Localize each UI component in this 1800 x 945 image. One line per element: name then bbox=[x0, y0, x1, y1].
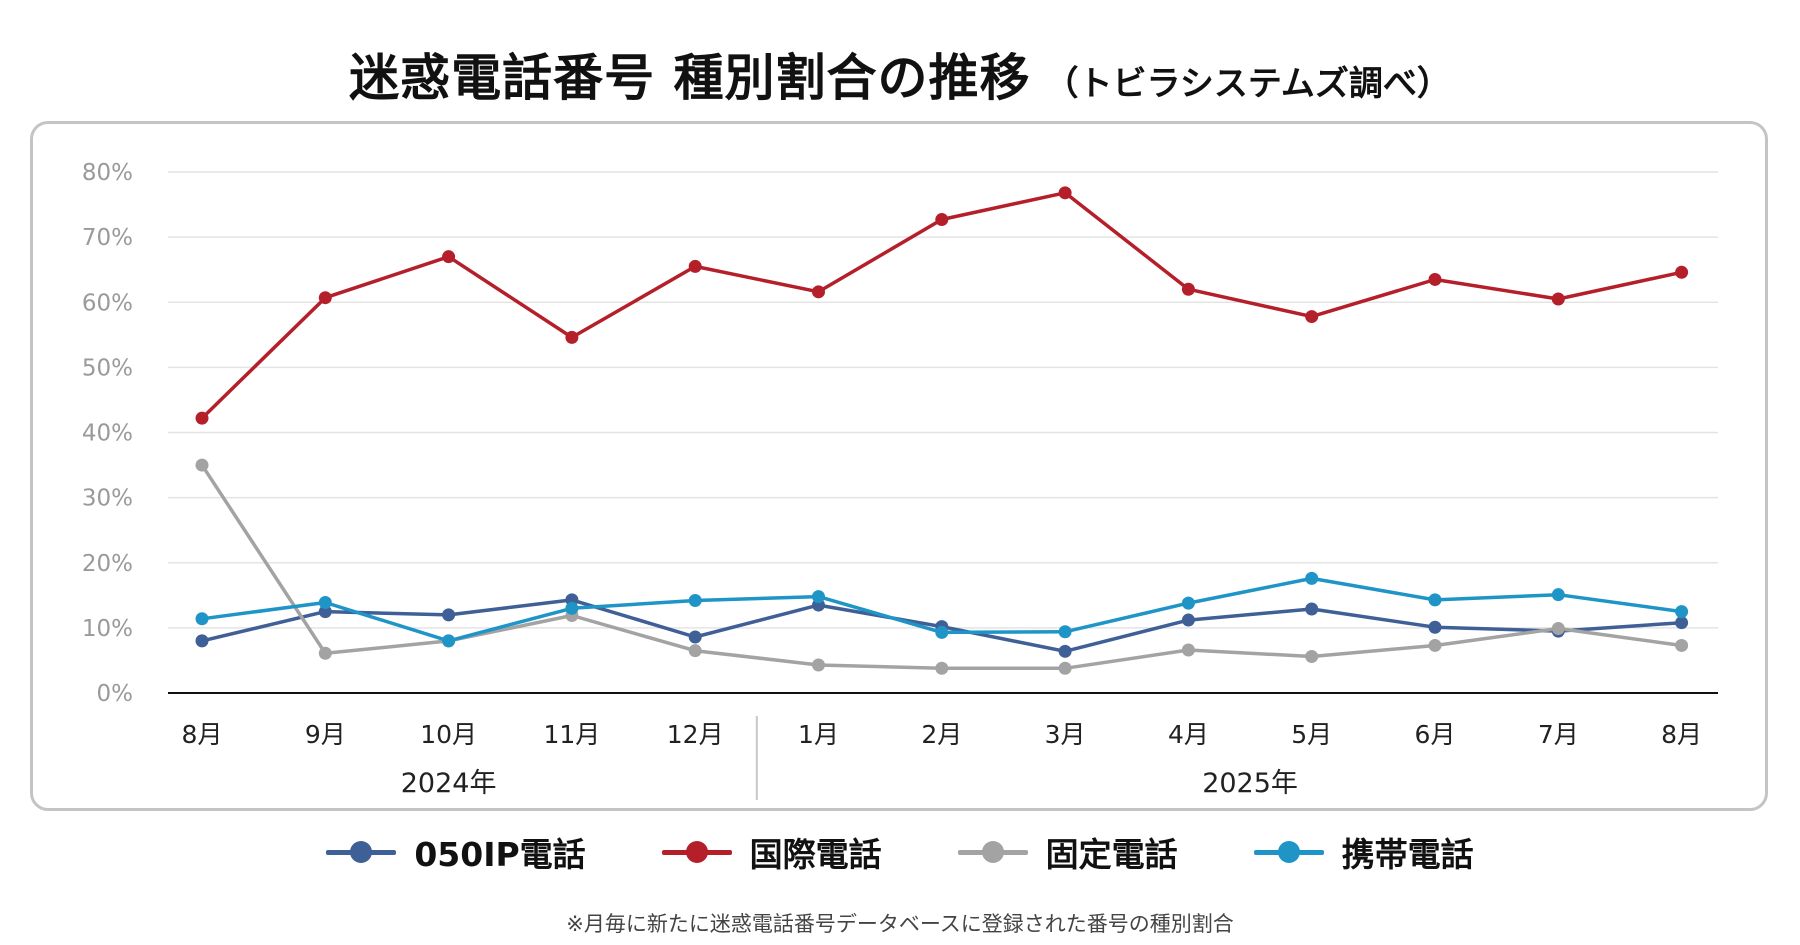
legend-swatch-mobile bbox=[1253, 840, 1324, 864]
data-point-3 bbox=[1428, 593, 1442, 607]
data-point-3 bbox=[1305, 571, 1319, 585]
x-tick-label: 11月 bbox=[543, 720, 600, 749]
footnote: ※月毎に新たに迷惑電話番号データベースに登録された番号の種別割合 bbox=[566, 912, 1234, 936]
data-point-1 bbox=[1428, 272, 1442, 286]
legend-label-landline: 固定電話 bbox=[1045, 835, 1178, 874]
x-tick-label: 5月 bbox=[1291, 720, 1332, 749]
data-point-0 bbox=[1675, 616, 1689, 630]
data-point-3 bbox=[1551, 588, 1565, 602]
data-point-1 bbox=[442, 250, 456, 264]
y-tick-label: 20% bbox=[82, 551, 133, 577]
y-tick-label: 10% bbox=[82, 616, 133, 642]
year-group-label: 2025年 bbox=[1202, 768, 1298, 799]
data-point-0 bbox=[1058, 644, 1072, 658]
data-point-3 bbox=[318, 595, 332, 609]
legend-item-mobile: 携帯電話 bbox=[1253, 828, 1474, 876]
data-point-1 bbox=[812, 285, 825, 299]
chart-title-sub: （トビラシステムズ調べ） bbox=[1044, 64, 1451, 104]
data-point-1 bbox=[565, 330, 579, 344]
x-tick-label: 8月 bbox=[1661, 720, 1702, 749]
legend-label-mobile: 携帯電話 bbox=[1341, 835, 1474, 874]
data-point-0 bbox=[1181, 613, 1195, 627]
legend-swatch-international bbox=[661, 840, 732, 864]
legend-item-international: 国際電話 bbox=[661, 828, 882, 876]
data-point-3 bbox=[195, 612, 209, 626]
data-point-2 bbox=[935, 661, 949, 675]
legend-label-050ip: 050IP電話 bbox=[414, 835, 586, 874]
x-tick-label: 10月 bbox=[420, 720, 477, 749]
data-point-3 bbox=[565, 601, 579, 615]
data-point-2 bbox=[1428, 638, 1442, 652]
y-tick-label: 30% bbox=[82, 486, 133, 512]
data-point-2 bbox=[1675, 638, 1689, 652]
x-tick-label: 7月 bbox=[1538, 720, 1579, 749]
data-point-2 bbox=[195, 458, 209, 472]
data-point-3 bbox=[1181, 596, 1195, 610]
data-point-2 bbox=[688, 644, 702, 658]
y-tick-label: 50% bbox=[82, 355, 133, 381]
data-point-1 bbox=[1058, 186, 1072, 200]
x-tick-label: 3月 bbox=[1045, 720, 1086, 749]
legend-label-international: 国際電話 bbox=[749, 835, 882, 874]
data-point-1 bbox=[1675, 265, 1689, 279]
data-point-2 bbox=[1058, 661, 1072, 675]
chart-title: 迷惑電話番号 種別割合の推移 （トビラシステムズ調べ） bbox=[0, 38, 1800, 110]
data-point-1 bbox=[935, 213, 949, 227]
data-point-1 bbox=[195, 411, 209, 425]
x-tick-label: 8月 bbox=[182, 720, 223, 749]
data-point-2 bbox=[812, 658, 825, 672]
x-tick-label: 6月 bbox=[1415, 720, 1456, 749]
x-tick-label: 2月 bbox=[921, 720, 962, 749]
legend-swatch-landline bbox=[957, 840, 1028, 864]
data-point-0 bbox=[442, 608, 456, 622]
y-tick-label: 0% bbox=[97, 681, 134, 707]
chart-frame bbox=[30, 121, 1768, 811]
legend: 050IP電話 国際電話 固定電話 携帯電話 bbox=[0, 828, 1800, 876]
data-point-0 bbox=[195, 634, 209, 648]
data-point-2 bbox=[318, 646, 332, 660]
legend-swatch-050ip bbox=[326, 840, 397, 864]
data-point-0 bbox=[318, 605, 332, 619]
y-tick-label: 80% bbox=[82, 160, 133, 186]
data-point-3 bbox=[812, 590, 825, 604]
data-point-3 bbox=[442, 634, 456, 648]
data-point-3 bbox=[688, 594, 702, 608]
x-tick-label: 1月 bbox=[798, 720, 839, 749]
data-point-2 bbox=[1181, 643, 1195, 657]
year-group-label: 2024年 bbox=[401, 768, 497, 799]
data-point-1 bbox=[318, 291, 332, 305]
x-tick-label: 4月 bbox=[1168, 720, 1209, 749]
legend-item-landline: 固定電話 bbox=[957, 828, 1178, 876]
y-tick-label: 70% bbox=[82, 225, 133, 251]
data-point-3 bbox=[1058, 625, 1072, 639]
data-point-2 bbox=[1551, 622, 1565, 636]
x-tick-label: 12月 bbox=[667, 720, 724, 749]
data-point-0 bbox=[688, 630, 702, 644]
data-point-0 bbox=[1305, 602, 1319, 616]
data-point-1 bbox=[1181, 282, 1195, 296]
x-tick-label: 9月 bbox=[305, 720, 346, 749]
data-point-0 bbox=[1428, 620, 1442, 634]
data-point-3 bbox=[1675, 605, 1689, 619]
data-point-1 bbox=[688, 259, 702, 273]
chart-title-main: 迷惑電話番号 種別割合の推移 bbox=[349, 49, 1031, 107]
series-line-1 bbox=[200, 191, 1684, 420]
data-point-1 bbox=[1305, 310, 1319, 324]
data-point-3 bbox=[935, 625, 949, 639]
data-point-1 bbox=[1551, 292, 1565, 306]
data-point-2 bbox=[1305, 650, 1319, 664]
y-tick-label: 60% bbox=[82, 290, 133, 316]
legend-item-050ip: 050IP電話 bbox=[326, 828, 586, 876]
y-tick-label: 40% bbox=[82, 421, 133, 447]
